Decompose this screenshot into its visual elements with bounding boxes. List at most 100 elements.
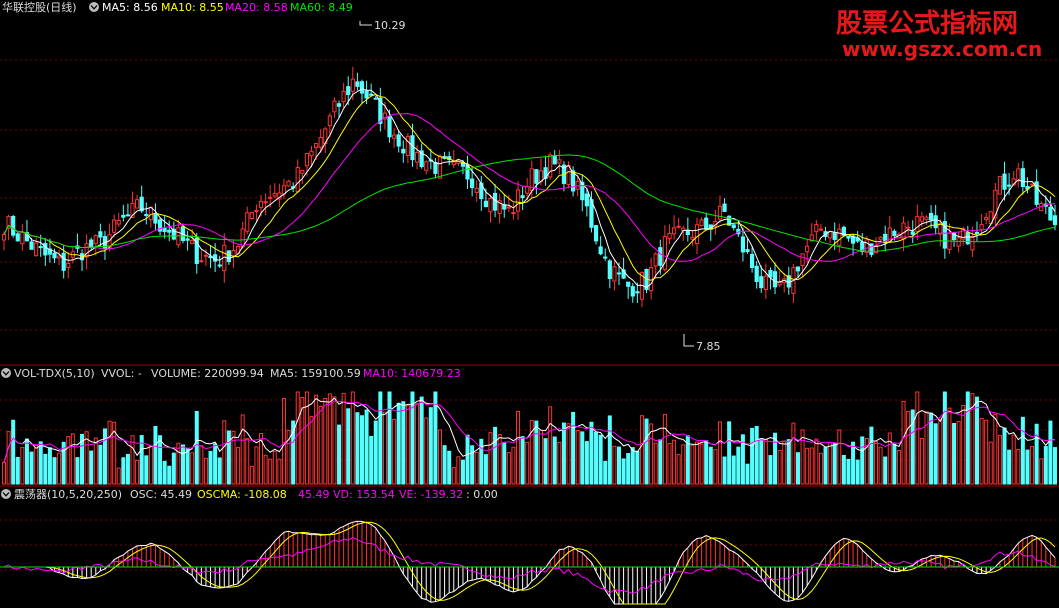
volume-bar <box>699 443 704 485</box>
candle-body <box>61 252 66 271</box>
vd-line <box>3 536 1056 594</box>
volume-bar <box>552 436 557 485</box>
volume-bar <box>561 422 566 485</box>
candle-body <box>369 93 374 96</box>
candle-body <box>1002 173 1007 190</box>
volume-bar <box>828 442 833 485</box>
volume-bar <box>616 446 621 485</box>
candle-body <box>717 205 723 220</box>
volume-bar <box>460 459 465 485</box>
volume-bar <box>199 445 204 485</box>
candle-body <box>740 236 746 253</box>
volume-bar <box>66 436 71 485</box>
volume-bar <box>249 465 254 485</box>
volume-bar <box>93 437 98 485</box>
vd-readout: VD: 153.54 <box>333 488 395 501</box>
volume-bar <box>272 450 277 485</box>
candle-body <box>763 275 768 290</box>
candle-body <box>52 252 57 259</box>
candle-body <box>98 231 103 238</box>
volume-bar <box>598 434 603 485</box>
watermark-line2: www.gszx.com.cn <box>842 37 1042 61</box>
candle-body <box>772 271 778 288</box>
candle-body <box>543 167 548 179</box>
candle-body <box>313 143 319 148</box>
candle-body <box>745 249 750 253</box>
volume-bar <box>786 439 791 485</box>
candle-body <box>919 216 925 222</box>
candle-body <box>511 212 516 215</box>
volume-bar <box>1053 447 1057 485</box>
volume-bar <box>327 393 332 485</box>
candle-body <box>800 253 805 266</box>
volume-bar <box>538 429 543 485</box>
vol-ma10-readout: MA10: 140679.23 <box>363 367 461 380</box>
volume-bar <box>658 439 663 485</box>
candle-body <box>534 169 539 184</box>
volume-bar <box>130 435 135 485</box>
candle-body <box>809 234 814 242</box>
candle-body <box>245 212 250 232</box>
volume-bar <box>676 454 681 485</box>
candle-body <box>1020 168 1025 188</box>
volume-bar <box>750 427 755 485</box>
candle-body <box>392 134 397 139</box>
volume-bar <box>304 391 309 485</box>
chevron-down-icon <box>2 371 10 376</box>
volume-bar <box>52 457 57 485</box>
candle-body <box>754 265 759 283</box>
volume-bar <box>979 418 984 485</box>
volume-bar <box>809 447 814 485</box>
volume-bar <box>768 455 773 485</box>
candle-body <box>704 217 709 230</box>
settings-circle-icon[interactable] <box>89 2 99 12</box>
candle-body <box>768 269 773 278</box>
candle-body <box>864 239 869 253</box>
volume-bar <box>29 451 34 485</box>
candle-body <box>538 170 544 182</box>
candle-body <box>924 216 929 221</box>
candle-body <box>295 167 300 193</box>
candle-body <box>419 150 424 168</box>
volume-bar <box>722 456 727 485</box>
candle-body <box>749 253 755 268</box>
candle-body <box>970 235 975 251</box>
candle-body <box>1048 206 1053 221</box>
candle-body <box>676 225 681 228</box>
candle-body <box>346 86 351 96</box>
candle-body <box>304 152 310 167</box>
moving-average-lines <box>3 88 1056 289</box>
settings-circle-icon[interactable] <box>1 489 11 499</box>
candle-body <box>497 200 502 214</box>
volume-bar <box>906 410 911 485</box>
volume-bar <box>910 409 915 485</box>
volume-bar <box>493 426 498 485</box>
volume-bar <box>961 404 966 485</box>
volume-bar <box>497 434 502 485</box>
volume-bar <box>681 444 686 485</box>
high-label: 10.29 <box>374 19 406 32</box>
settings-circle-icon[interactable] <box>1 368 11 378</box>
candle-body <box>984 217 989 220</box>
volume-bar <box>194 410 199 485</box>
volume-bar <box>291 420 296 485</box>
candle-body <box>731 224 736 229</box>
candle-body <box>396 134 401 147</box>
candle-body <box>332 100 337 113</box>
volume-bar <box>419 396 424 485</box>
watermark-logo: 股票公式指标网 www.gszx.com.cn <box>836 9 1042 61</box>
volume-bar <box>341 392 346 485</box>
volume-bar <box>1039 458 1044 485</box>
candle-body <box>378 97 383 124</box>
candle-body <box>414 152 420 163</box>
candle-body <box>901 222 906 240</box>
volume-bar <box>102 428 107 485</box>
ma10-readout: MA10: 8.55 <box>161 1 224 14</box>
high-annotation: 10.29 <box>359 19 406 32</box>
volume-bar <box>759 438 764 485</box>
candle-body <box>162 227 167 232</box>
candle-body <box>694 224 700 244</box>
volume-bar <box>653 442 658 485</box>
volume-bar <box>511 446 516 485</box>
volume-bar <box>649 423 654 485</box>
